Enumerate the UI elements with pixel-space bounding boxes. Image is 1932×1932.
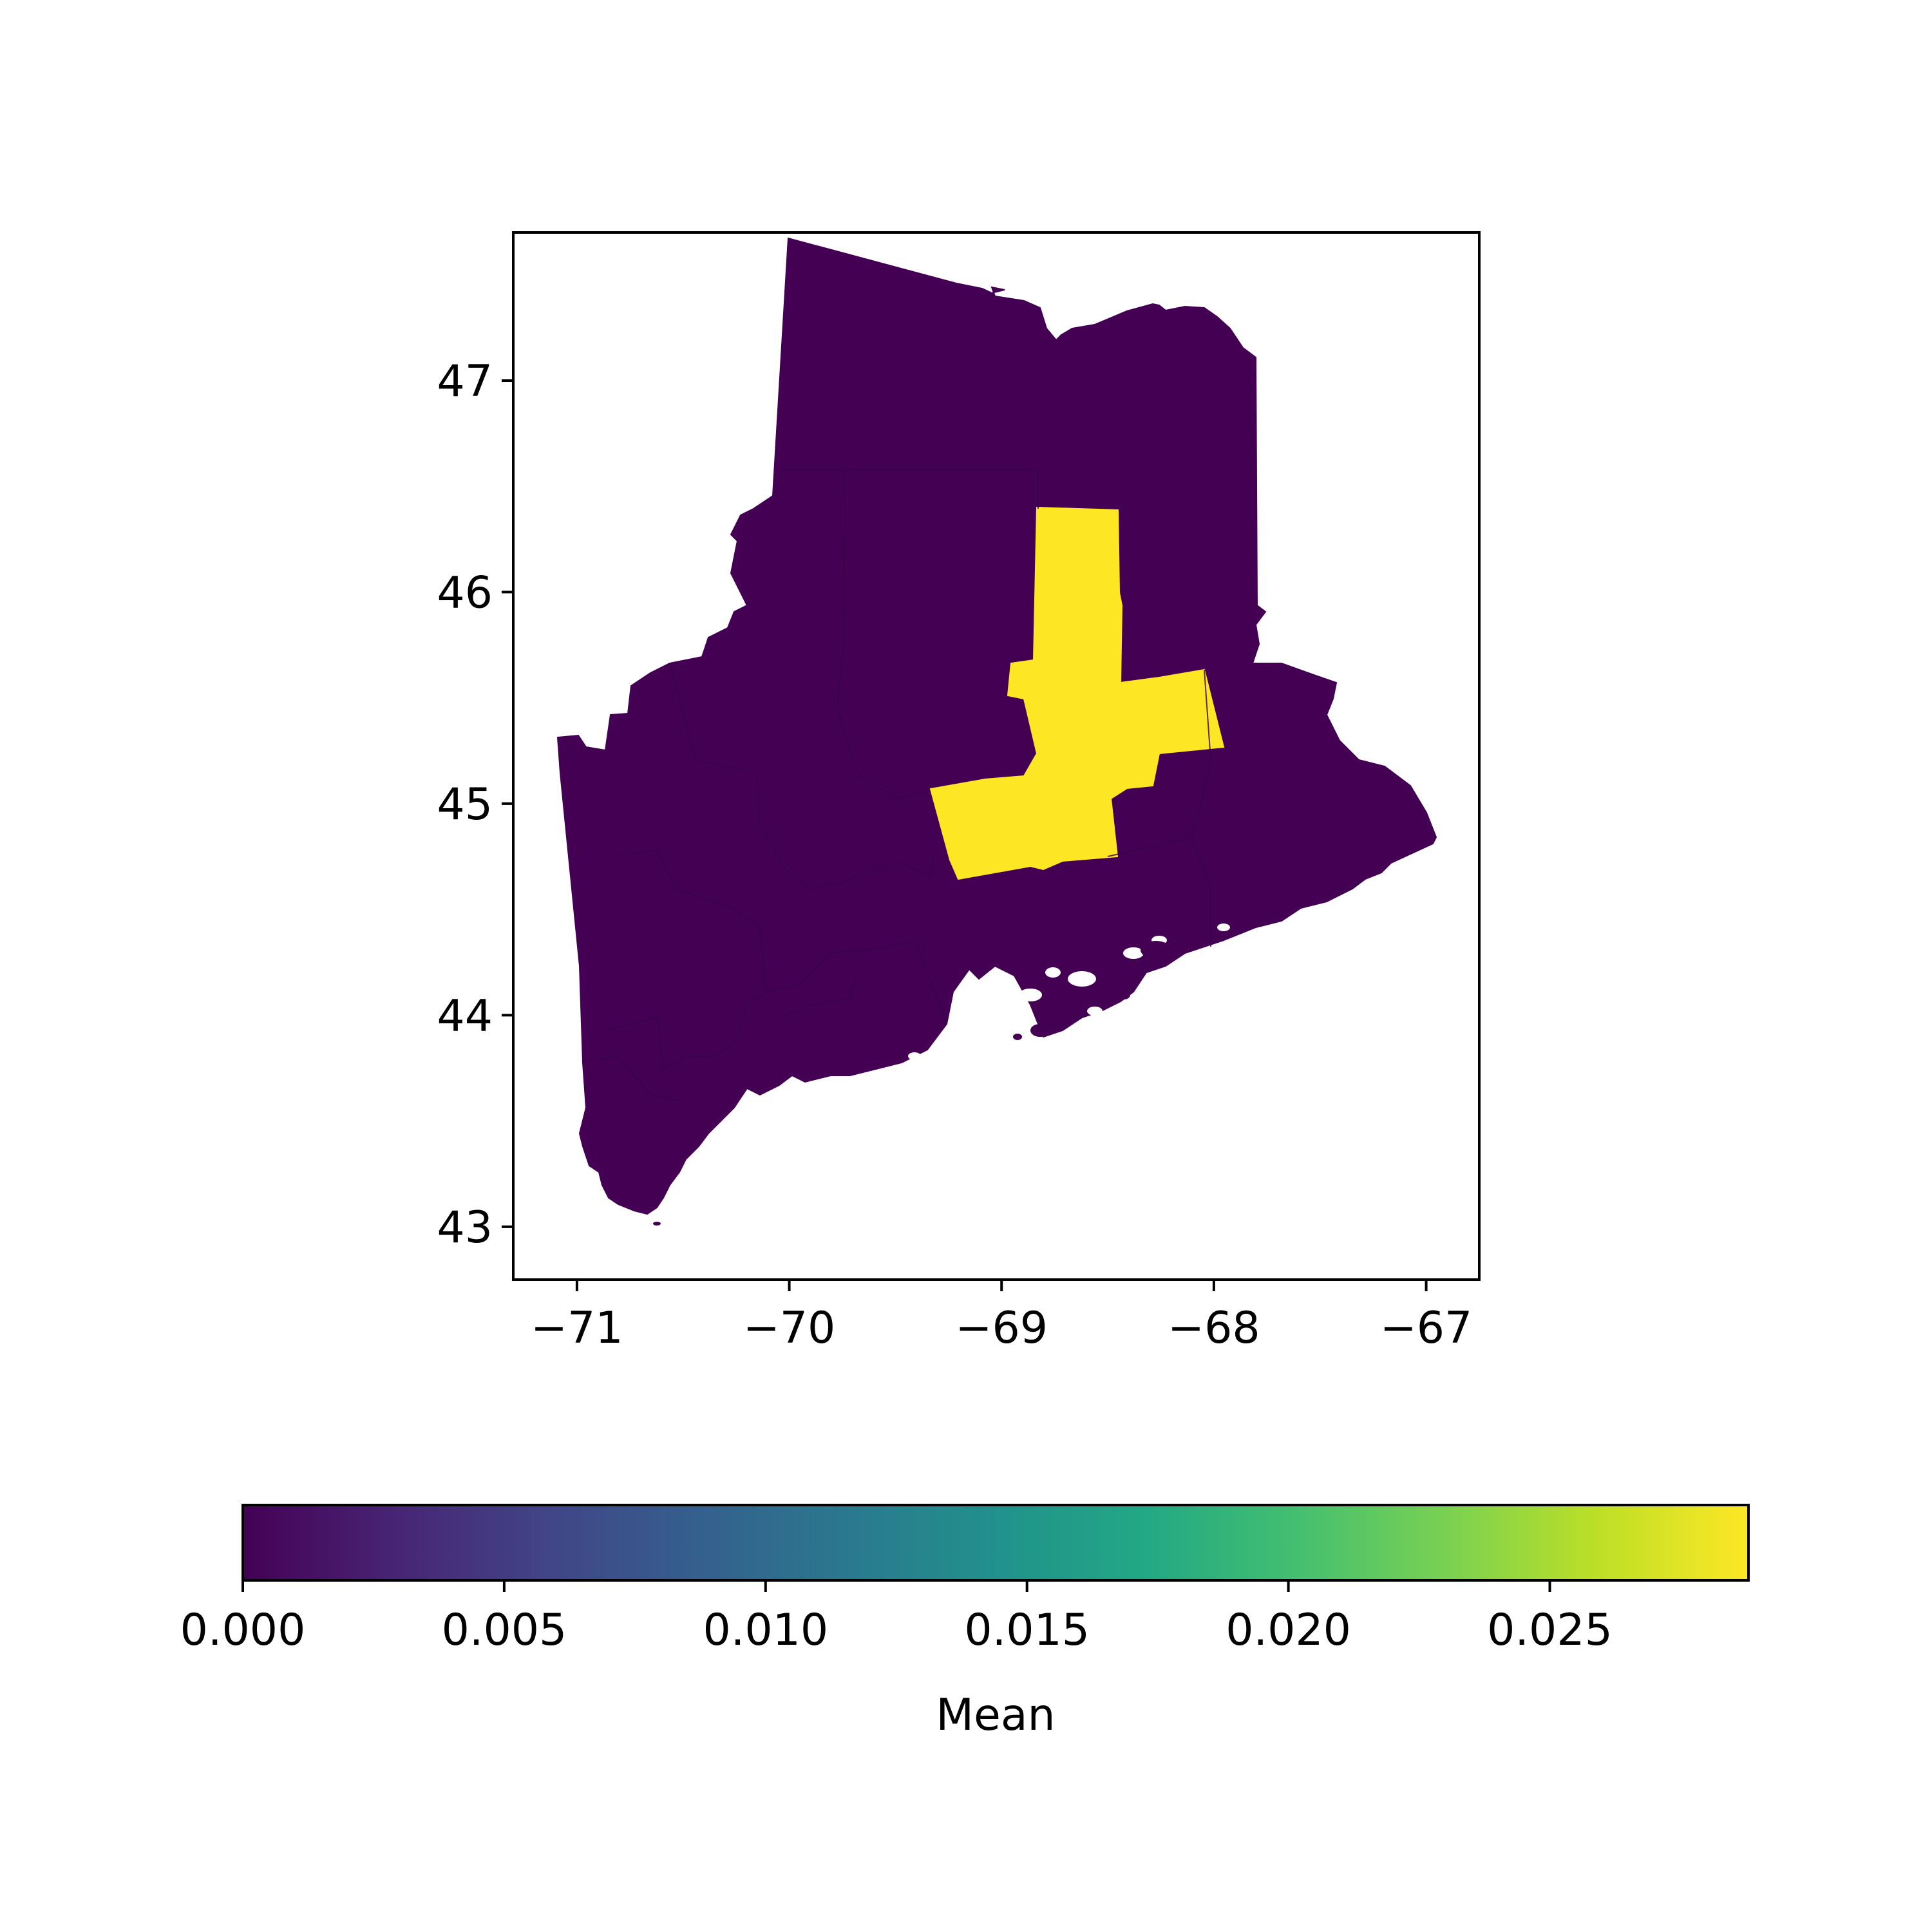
y-tick-label: 44 [437,990,493,1041]
colorbar-label: Mean [936,1690,1055,1741]
y-tick-label: 45 [437,779,493,830]
colorbar-tick-label: 0.015 [964,1605,1090,1656]
y-tick-label: 43 [437,1202,493,1253]
colorbar [242,1504,1750,1582]
map-region-other-counties [556,237,1437,1215]
x-tick-label: −70 [743,1303,836,1354]
colorbar-tick-label: 0.005 [442,1605,567,1656]
x-tick-label: −71 [531,1303,623,1354]
y-tick-label: 46 [437,567,493,618]
x-tick-label: −68 [1168,1303,1260,1354]
colorbar-tick-label: 0.020 [1226,1605,1351,1656]
y-axis: 43 44 45 46 47 [437,356,513,1253]
colorbar-tick-label: 0.025 [1487,1605,1613,1656]
map-axes-frame [512,231,1481,1281]
county-boundaries [582,469,1212,1102]
colorbar-tick-label: 0.000 [180,1605,306,1656]
y-tick-label: 47 [437,356,493,407]
map-region-highlighted-counties [929,506,1225,880]
island-shapes [653,941,1171,1226]
colorbar-tick-label: 0.010 [703,1605,828,1656]
map-layer [556,237,1437,1226]
x-axis: −71 −70 −69 −68 −67 [531,1280,1472,1354]
coastal-water [908,923,1230,1060]
x-tick-label: −69 [955,1303,1048,1354]
x-tick-label: −67 [1380,1303,1473,1354]
colorbar-axis: 0.000 0.005 0.010 0.015 0.020 0.025 [180,1580,1613,1656]
